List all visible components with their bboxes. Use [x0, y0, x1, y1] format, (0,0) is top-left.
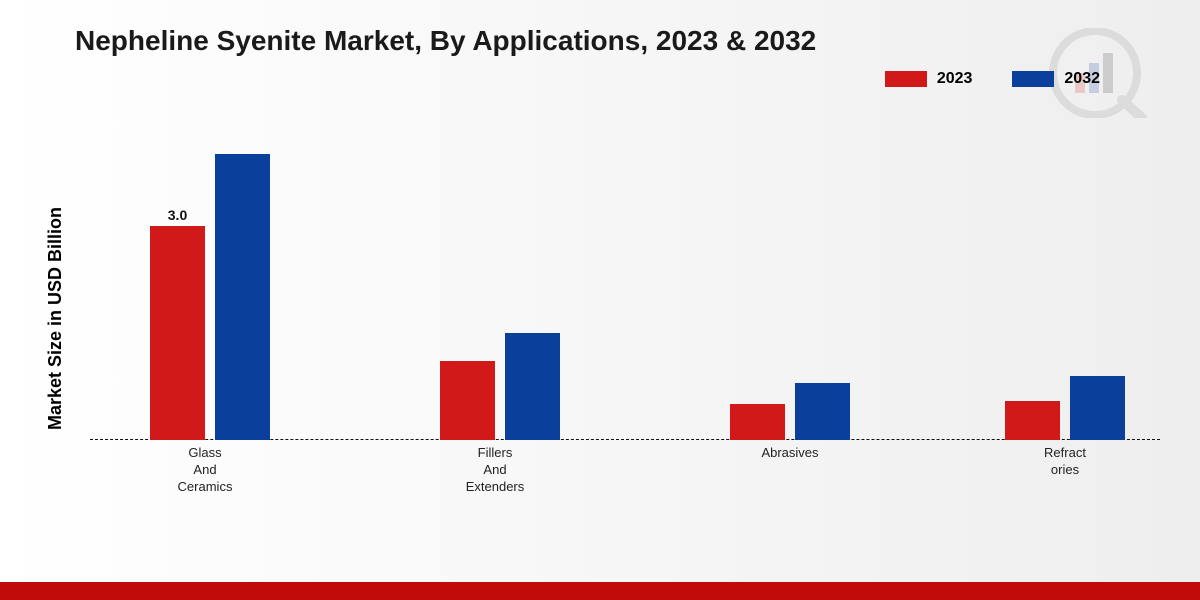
legend-label-2023: 2023 — [937, 70, 973, 88]
chart-area: 3.0 Glass And CeramicsFillers And Extend… — [90, 140, 1160, 480]
bar-2023 — [440, 361, 495, 440]
x-axis-label: Glass And Ceramics — [160, 445, 250, 496]
footer-bar — [0, 582, 1200, 600]
legend-swatch-2023 — [885, 71, 927, 87]
legend-item-2023: 2023 — [885, 70, 973, 88]
x-axis-label: Fillers And Extenders — [450, 445, 540, 496]
bar-2032 — [215, 154, 270, 440]
bar-2023 — [1005, 401, 1060, 440]
x-axis-label: Abrasives — [745, 445, 835, 462]
bar-2032 — [505, 333, 560, 440]
chart-title: Nepheline Syenite Market, By Application… — [75, 25, 816, 57]
bar-2032 — [1070, 376, 1125, 440]
legend-label-2032: 2032 — [1064, 70, 1100, 88]
bar-2023 — [730, 404, 785, 440]
bar-value-label: 3.0 — [150, 207, 205, 223]
legend-swatch-2032 — [1012, 71, 1054, 87]
y-axis-label: Market Size in USD Billion — [45, 207, 66, 430]
x-axis-label: Refract ories — [1020, 445, 1110, 479]
bar-2023 — [150, 226, 205, 440]
legend-item-2032: 2032 — [1012, 70, 1100, 88]
bar-2032 — [795, 383, 850, 440]
legend: 2023 2032 — [885, 70, 1100, 88]
